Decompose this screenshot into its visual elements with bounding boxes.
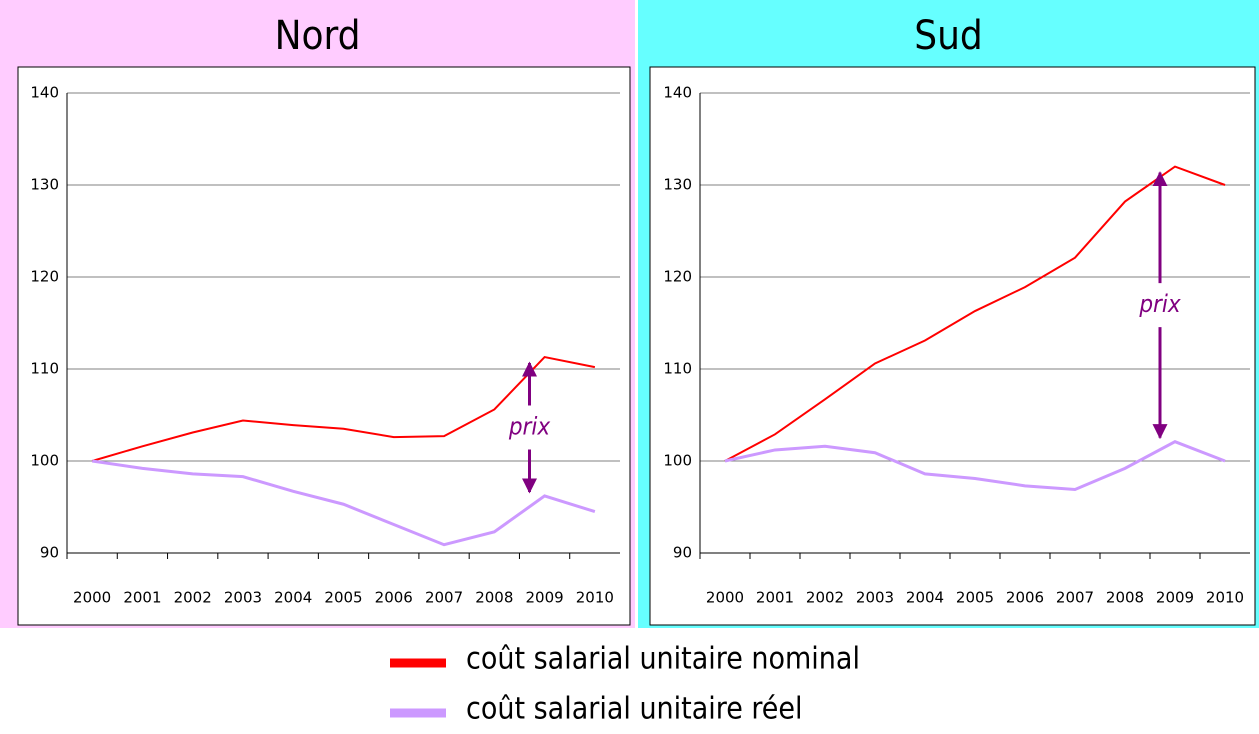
series-line: [91, 355, 596, 462]
series-line: [724, 440, 1226, 492]
x-tick-label: 2000: [73, 589, 111, 607]
x-tick-label: 2006: [1006, 589, 1044, 607]
y-tick-label: 140: [663, 84, 692, 102]
y-tick-label: 100: [663, 452, 692, 470]
legend-label: coût salarial unitaire réel: [466, 692, 803, 727]
y-tick-label: 130: [30, 176, 59, 194]
x-tick-label: 2003: [856, 589, 894, 607]
x-tick-label: 2002: [806, 589, 844, 607]
x-tick-label: 2004: [906, 589, 944, 607]
x-tick-label: 2007: [425, 589, 463, 607]
x-tick-label: 2005: [956, 589, 994, 607]
y-tick-label: 140: [30, 84, 59, 102]
plot-box: [17, 66, 631, 626]
x-tick-label: 2001: [123, 589, 161, 607]
y-tick-label: 100: [30, 452, 59, 470]
annotation: prix: [1138, 290, 1181, 318]
panel-title: Sud: [914, 13, 983, 59]
x-tick-label: 2008: [475, 589, 513, 607]
y-tick-label: 110: [663, 360, 692, 378]
x-tick-label: 2006: [375, 589, 413, 607]
y-tick-label: 120: [663, 268, 692, 286]
series-line: [91, 459, 596, 547]
y-tick-label: 90: [673, 544, 692, 562]
annotation: prix: [508, 413, 551, 441]
plot-box: [649, 66, 1256, 626]
panel-title: Nord: [275, 13, 361, 59]
x-tick-label: 2010: [576, 589, 614, 607]
x-tick-label: 2009: [1156, 589, 1194, 607]
x-tick-label: 2003: [224, 589, 262, 607]
x-tick-label: 2002: [174, 589, 212, 607]
x-tick-label: 2001: [756, 589, 794, 607]
y-tick-label: 120: [30, 268, 59, 286]
y-tick-label: 110: [30, 360, 59, 378]
x-tick-label: 2007: [1056, 589, 1094, 607]
y-tick-label: 90: [40, 544, 59, 562]
x-tick-label: 2010: [1206, 589, 1244, 607]
series-line: [724, 165, 1226, 462]
x-tick-label: 2008: [1106, 589, 1144, 607]
legend-label: coût salarial unitaire nominal: [466, 642, 860, 677]
x-tick-label: 2004: [274, 589, 312, 607]
x-tick-label: 2009: [525, 589, 563, 607]
x-tick-label: 2005: [324, 589, 362, 607]
x-tick-label: 2000: [706, 589, 744, 607]
y-tick-label: 130: [663, 176, 692, 194]
